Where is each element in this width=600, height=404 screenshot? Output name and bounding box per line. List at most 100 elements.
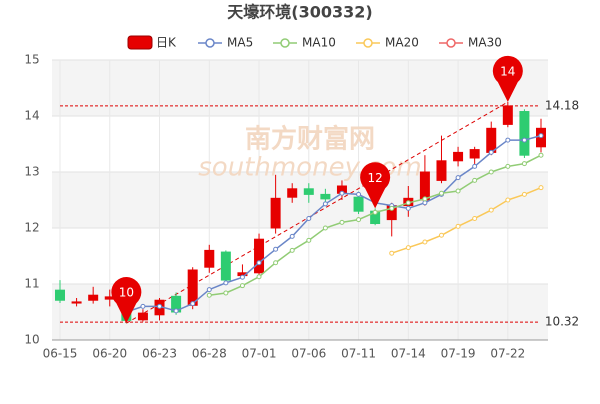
ma-point: [322, 225, 328, 231]
ma-point: [438, 190, 444, 196]
candle-body: [453, 151, 464, 162]
pin-label: 10: [119, 286, 134, 300]
ma-point: [422, 239, 428, 245]
candle-body: [204, 249, 215, 268]
legend-label: MA10: [302, 36, 336, 50]
y-tick-label: 12: [24, 221, 39, 235]
legend-label: MA20: [385, 36, 419, 50]
candle-body: [71, 301, 82, 304]
candle-body: [137, 312, 148, 321]
reference-label: 10.32: [545, 315, 579, 329]
chart-title: 天壕环境(300332): [227, 3, 372, 22]
ma-line: [126, 134, 542, 313]
pin-label: 14: [500, 65, 515, 79]
candle-body: [519, 111, 530, 156]
candle-body: [55, 289, 65, 301]
legend: 日K MA5 MA10 MA20 MA30: [127, 35, 502, 50]
candle-body: [270, 197, 281, 229]
ma-point: [455, 188, 461, 194]
x-tick-label: 07-22: [490, 347, 525, 361]
reference-label: 14.18: [545, 98, 579, 112]
legend-dot: [205, 38, 215, 48]
legend-icon: [127, 35, 153, 50]
ma-point: [472, 163, 478, 169]
ma-point: [455, 175, 461, 181]
x-tick-label: 07-14: [391, 347, 426, 361]
candle-body: [287, 188, 298, 198]
ma-point: [223, 290, 229, 296]
ma-point: [223, 280, 229, 286]
pin-shape: [111, 277, 142, 324]
x-tick-label: 06-28: [192, 347, 227, 361]
candle-body: [419, 171, 430, 201]
pin-marker: 14: [492, 55, 523, 102]
candle-body: [353, 196, 364, 212]
ma-point: [505, 137, 511, 143]
x-tick-label: 07-19: [441, 347, 476, 361]
ma-point: [306, 237, 312, 243]
ma-point: [472, 177, 478, 183]
ma-point: [356, 217, 362, 223]
ma-point: [206, 287, 212, 293]
legend-label: MA30: [468, 36, 502, 50]
x-tick-label: 07-06: [291, 347, 326, 361]
y-tick-label: 11: [24, 277, 39, 291]
ma-point: [488, 169, 494, 175]
ma-point: [140, 303, 146, 309]
pin-marker: 12: [360, 162, 391, 209]
y-tick-label: 14: [24, 109, 39, 123]
ma-point: [438, 232, 444, 238]
ma-point: [273, 260, 279, 266]
ma-point: [488, 149, 494, 155]
ma-point: [339, 219, 345, 225]
ma-point: [521, 191, 527, 197]
ma-point: [372, 209, 378, 215]
y-tick-label: 13: [24, 165, 39, 179]
ma-point: [521, 161, 527, 167]
candle-body: [88, 294, 99, 301]
legend-dot: [363, 38, 373, 48]
ma-point: [273, 246, 279, 252]
pin-shape: [360, 162, 391, 209]
watermark: 南方财富网: [245, 124, 375, 155]
ma-point: [256, 274, 262, 280]
candle-body: [220, 251, 231, 281]
ma-point: [422, 200, 428, 206]
ma-point: [521, 137, 527, 143]
candle-body: [436, 160, 447, 181]
ma-point: [505, 163, 511, 169]
ma-point: [538, 185, 544, 191]
ma-point: [157, 303, 163, 309]
candle-body: [320, 193, 331, 200]
pin-label: 12: [367, 171, 382, 185]
ma-line: [391, 186, 542, 254]
ma-point: [538, 133, 544, 139]
ma-point: [339, 190, 345, 196]
pin-marker: 10: [111, 277, 142, 324]
ma-point: [488, 207, 494, 213]
candle-body: [502, 105, 513, 125]
legend-label: 日K: [156, 36, 177, 50]
legend-label: MA5: [227, 36, 253, 50]
ma-point: [289, 233, 295, 239]
legend-dot: [280, 38, 290, 48]
ma-point: [538, 152, 544, 158]
ma-point: [356, 191, 362, 197]
ma-point: [405, 205, 411, 211]
ma-point: [173, 308, 179, 314]
legend-dot: [446, 38, 456, 48]
ma-point: [239, 283, 245, 289]
ma-point: [289, 247, 295, 253]
ma-point: [422, 196, 428, 202]
x-tick-label: 07-01: [242, 347, 277, 361]
ma-point: [389, 250, 395, 256]
x-tick-label: 06-15: [43, 347, 78, 361]
y-tick-label: 10: [24, 333, 39, 347]
ma-point: [306, 215, 312, 221]
candle-body: [486, 127, 497, 153]
ma-point: [239, 274, 245, 280]
ma-point: [206, 292, 212, 298]
candle-body: [303, 188, 314, 195]
ma-point: [256, 260, 262, 266]
